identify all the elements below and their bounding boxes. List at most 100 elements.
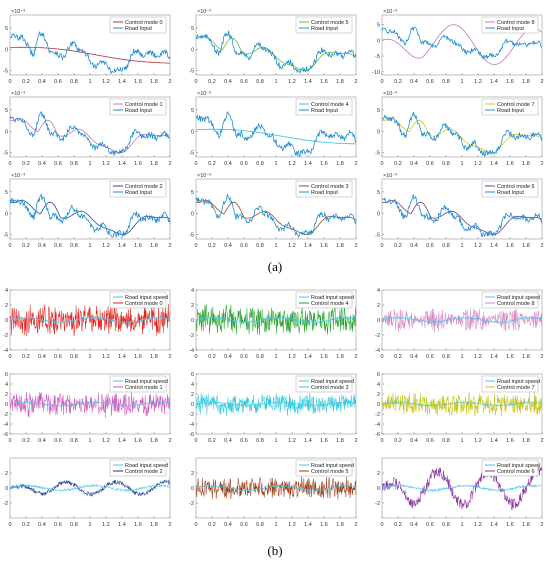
x-tick-label: 0.8 [442, 354, 450, 360]
chart-a3: 50-5-100 0.2 0.4 0.6 0.8 1 1.2 1.4 1.6 1.8 2×10⁻³C… [372, 9, 543, 85]
x-tick-label: 1.2 [474, 79, 482, 85]
x-tick-label: 0.6 [426, 161, 434, 167]
x-tick-label: 1.6 [320, 522, 328, 528]
x-tick-label: 0 [194, 354, 197, 360]
x-tick-label: 1 [460, 79, 463, 85]
axis-exponent: ×10⁻³ [197, 9, 211, 15]
chart-a4: 50-50 0.2 0.4 0.6 0.8 1 1.2 1.4 1.6 1.8 2×10⁻³Cont… [3, 91, 171, 167]
legend-box [109, 180, 167, 198]
x-tick-label: 1.6 [134, 438, 142, 444]
y-tick-label: 6 [191, 372, 194, 378]
x-tick-label: 1.8 [522, 243, 530, 249]
x-tick-label: 1.2 [288, 161, 296, 167]
series-line-2 [381, 308, 543, 333]
legend-box [481, 98, 539, 116]
x-tick-label: 0.2 [208, 438, 216, 444]
x-tick-label: 2 [168, 438, 171, 444]
x-tick-label: 1.2 [474, 354, 482, 360]
x-tick-label: 1.6 [320, 79, 328, 85]
x-tick-label: 1.8 [150, 438, 158, 444]
x-tick-label: 1.4 [304, 522, 312, 528]
y-tick-label: 2 [377, 471, 380, 477]
x-tick-label: 1 [274, 522, 277, 528]
series-line-2 [9, 479, 171, 498]
series-line-2 [9, 193, 171, 239]
x-tick-label: 0.2 [208, 79, 216, 85]
panel-a-label: (a) [268, 259, 282, 274]
y-tick-label: 0 [191, 211, 194, 217]
x-tick-label: 1.8 [336, 522, 344, 528]
y-tick-label: -2 [375, 412, 380, 418]
x-tick-label: 1.6 [320, 161, 328, 167]
y-tick-label: -2 [375, 333, 380, 339]
x-tick-label: 0.2 [394, 79, 402, 85]
x-tick-label: 2 [540, 522, 543, 528]
x-tick-label: 0 [8, 354, 11, 360]
legend-label: Road Input [311, 26, 338, 32]
x-tick-label: 0.2 [22, 79, 30, 85]
x-tick-label: 1.8 [150, 79, 158, 85]
legend-label: Road Input [125, 26, 152, 32]
x-tick-label: 2 [354, 161, 357, 167]
x-tick-label: 0.6 [426, 79, 434, 85]
x-tick-label: 1.8 [336, 79, 344, 85]
legend-label: Road Input [311, 190, 338, 196]
legend-label: Control mode 4 [311, 301, 349, 307]
x-tick-label: 0 [194, 522, 197, 528]
y-tick-label: -6 [3, 432, 8, 438]
legend-label: Road input speed [311, 295, 354, 301]
y-tick-label: 5 [377, 108, 380, 114]
x-tick-label: 1.2 [288, 243, 296, 249]
x-tick-label: 1.4 [118, 79, 126, 85]
y-tick-label: 0 [191, 486, 194, 492]
x-tick-label: 0.2 [22, 522, 30, 528]
x-tick-label: 0 [380, 79, 383, 85]
y-tick-label: 5 [191, 190, 194, 196]
x-tick-label: 2 [354, 243, 357, 249]
series-line-2 [381, 392, 543, 417]
x-tick-label: 0.6 [240, 243, 248, 249]
legend-label: Control mode 7 [497, 385, 535, 391]
x-tick-label: 1.8 [150, 161, 158, 167]
y-tick-label: 0 [5, 402, 8, 408]
legend-label: Control mode 2 [125, 184, 163, 190]
x-tick-label: 1.2 [102, 522, 110, 528]
y-tick-label: -6 [189, 432, 194, 438]
legend-label: Control mode 8 [497, 20, 535, 26]
panel-b-label: (b) [267, 543, 282, 558]
legend-label: Control mode 5 [311, 20, 349, 26]
x-tick-label: 2 [354, 438, 357, 444]
y-tick-label: -5 [189, 233, 194, 239]
legend-label: Road input speed [125, 295, 168, 301]
y-tick-label: 4 [377, 382, 380, 388]
x-tick-label: 1.4 [304, 438, 312, 444]
legend-label: Control mode 0 [125, 301, 163, 307]
x-tick-label: 0.6 [54, 522, 62, 528]
legend-label: Road Input [497, 108, 524, 114]
x-tick-label: 1.2 [102, 161, 110, 167]
y-tick-label: 2 [377, 392, 380, 398]
x-tick-label: 1.4 [304, 354, 312, 360]
axis-exponent: ×10⁻³ [197, 173, 211, 179]
series-line-1 [196, 200, 357, 236]
y-tick-label: -4 [189, 422, 194, 428]
y-tick-label: -2 [3, 333, 8, 339]
y-tick-label: 0 [191, 129, 194, 135]
x-tick-label: 1.2 [474, 243, 482, 249]
series-line-1 [381, 24, 543, 65]
x-tick-label: 0.8 [442, 438, 450, 444]
x-tick-label: 0.8 [70, 79, 78, 85]
chart-a6: 50-50 0.2 0.4 0.6 0.8 1 1.2 1.4 1.6 1.8 2×10⁻³Cont… [375, 91, 543, 167]
y-tick-label: -5 [3, 69, 8, 75]
x-tick-label: 0.8 [256, 438, 264, 444]
x-tick-label: 1.6 [134, 79, 142, 85]
y-tick-label: 5 [5, 26, 8, 32]
